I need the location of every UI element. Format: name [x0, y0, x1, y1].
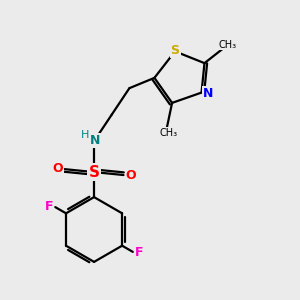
Text: S: S — [88, 165, 100, 180]
Text: S: S — [170, 44, 179, 57]
Text: F: F — [135, 246, 143, 259]
Text: CH₃: CH₃ — [160, 128, 178, 138]
Text: O: O — [52, 162, 63, 175]
Text: CH₃: CH₃ — [218, 40, 236, 50]
Text: N: N — [203, 87, 213, 100]
Text: N: N — [90, 134, 101, 147]
Text: F: F — [45, 200, 53, 213]
Text: H: H — [81, 130, 89, 140]
Text: O: O — [125, 169, 136, 182]
